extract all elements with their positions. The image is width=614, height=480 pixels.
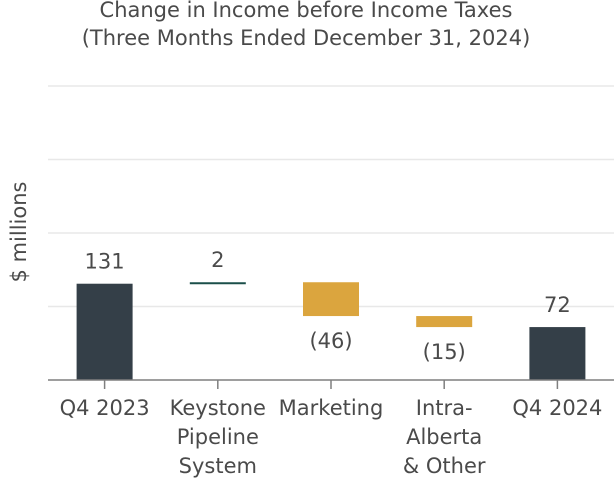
x-tick-label: & Other (403, 454, 486, 478)
data-label: 131 (85, 250, 125, 274)
data-label: 2 (211, 248, 224, 272)
data-label: 72 (544, 293, 571, 317)
bar (76, 283, 133, 380)
bar (529, 327, 586, 380)
y-axis-label: $ millions (7, 182, 31, 283)
bars (76, 282, 586, 380)
x-axis: Q4 2023 Keystone Pipeline System Marketing In… (48, 379, 614, 478)
data-label: (15) (423, 340, 466, 364)
gridlines (48, 85, 614, 308)
bar (416, 316, 473, 328)
bar (189, 282, 246, 285)
x-tick-label: Q4 2024 (512, 396, 602, 420)
x-tick-label: Pipeline (177, 425, 259, 449)
x-tick-label: Alberta (406, 425, 482, 449)
x-tick-label: System (179, 454, 257, 478)
x-tick-label: Intra- (416, 396, 473, 420)
data-labels: 131 2 (46) (15) 72 (85, 248, 571, 364)
x-tick-label: Marketing (279, 396, 384, 420)
data-label: (46) (309, 329, 352, 353)
x-tick-label: Q4 2023 (60, 396, 150, 420)
bar (303, 282, 359, 317)
chart-subtitle: (Three Months Ended December 31, 2024) (82, 26, 531, 50)
x-tick-label: Keystone (170, 396, 266, 420)
chart-title: Change in Income before Income Taxes (100, 0, 513, 22)
